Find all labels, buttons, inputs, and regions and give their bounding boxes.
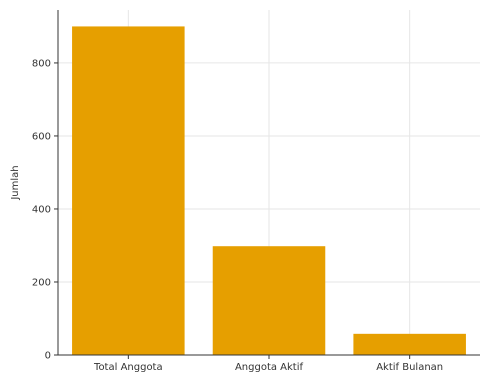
x-tick-label: Anggota Aktif	[235, 362, 304, 373]
y-tick-label: 800	[32, 58, 51, 69]
y-tick-label: 200	[32, 277, 51, 288]
y-tick-label: 600	[32, 131, 51, 142]
y-tick-label: 0	[45, 351, 51, 362]
x-axis-ticks: Total Anggota Anggota Aktif Aktif Bulanan	[93, 355, 443, 373]
bar-total-anggota	[72, 26, 185, 356]
x-tick-label: Aktif Bulanan	[376, 362, 443, 373]
bar-anggota-aktif	[212, 246, 326, 355]
bars	[72, 26, 466, 356]
y-axis-label: Jumlah	[10, 165, 21, 200]
y-tick-label: 400	[32, 204, 51, 215]
bar-aktif-bulanan	[353, 333, 466, 355]
y-axis-ticks: 0 200 400 600 800	[32, 58, 58, 362]
x-tick-label: Total Anggota	[93, 362, 163, 373]
